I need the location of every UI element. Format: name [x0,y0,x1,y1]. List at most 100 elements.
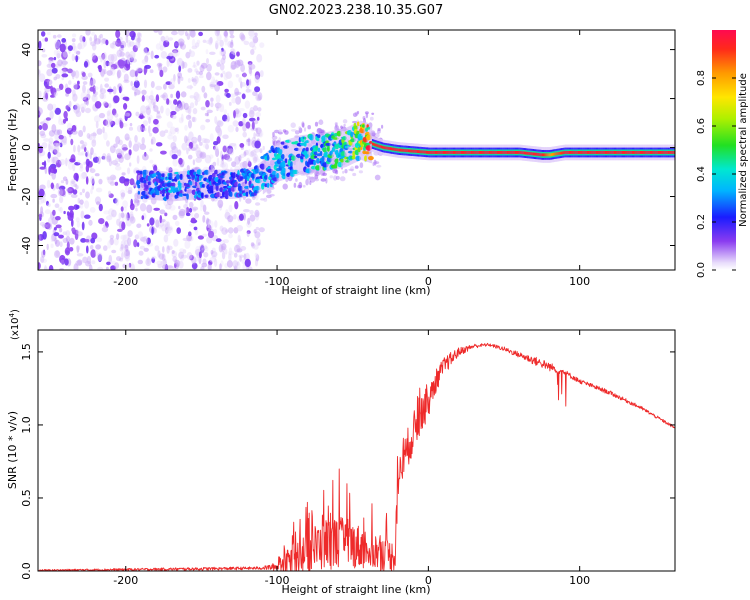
spectrogram-cell [144,95,150,101]
spectrogram-cell [242,112,248,119]
spectrogram-cell [47,151,51,159]
spectrogram-cell [38,200,43,205]
spectrogram-cell [44,166,48,175]
spectrogram-cell [209,133,214,142]
spectrogram-cell [113,198,118,204]
spectrogram-cell [246,230,251,235]
spectrogram-cell [150,98,157,106]
spectrogram-cell [53,49,59,56]
spectrogram-cell [130,263,136,270]
spectrogram-cell [164,221,169,228]
spectrogram-cell [183,102,189,111]
spectrogram-ridge-cell [334,162,338,169]
spectrogram-cell [89,152,92,160]
spectrogram-cell [227,40,234,48]
spectrogram-cell [80,172,86,180]
spectrogram-cell [184,240,191,249]
spectrogram-ridge-cell [629,151,631,154]
spectrogram-cell [243,212,246,221]
spectrogram-cell [229,143,237,147]
spectrogram-cell [62,231,67,235]
spectrogram-cell [133,80,140,88]
spectrogram-cell [80,146,85,150]
spectrogram-ridge-cell [499,151,501,154]
spectrogram-ridge-cell [196,177,200,182]
spectrogram-cell [156,62,162,68]
spectrogram-cell [185,51,191,59]
spectrogram-cell [171,154,178,160]
spectrogram-ridge-cell [366,122,368,162]
spectrogram-cell [116,256,122,262]
spectrogram-cell [210,101,214,108]
spectrogram-ridge-cell [657,151,660,154]
spectrogram-cell [98,112,106,119]
spectrogram-cell [238,78,242,83]
spectrogram-cell [197,235,204,240]
svg-text:(x104): (x104) [8,309,21,340]
spectrogram-cell [107,190,112,196]
spectrogram-cell [91,232,98,240]
spectrogram-cell [79,34,84,43]
spectrogram-cell [143,67,147,76]
spectrogram-ridge-cell [522,151,524,155]
spectrogram-cell [79,163,83,169]
spectrogram-cell [195,144,199,149]
spectrogram-cell [115,148,123,156]
spectrogram-cell [162,92,168,101]
spectrogram-cell [228,148,235,156]
spectrogram-cell [70,138,74,146]
spectrogram-cell [236,248,243,253]
spectrogram-cell [214,102,222,109]
spectrogram-cell [249,214,256,222]
spectrogram-cell [96,252,103,262]
spectrogram-cell [97,266,104,270]
spectrogram-cell [222,70,226,75]
spectrogram-cell [76,245,80,254]
spectrogram-ridge-cell [504,151,506,154]
spectrogram-ridge-cell [475,151,477,154]
spectrogram-cell [229,51,236,60]
spectrogram-cell [217,59,222,64]
spectrogram-cell [181,60,185,70]
spectrogram-ridge-cell [239,193,243,197]
spectrogram-cell [89,80,94,87]
spectrogram-ridge-cell [308,134,310,174]
spectrogram-cell [188,30,195,37]
spectrogram-cell [65,235,71,243]
spectrogram-cell [302,122,305,128]
spectrogram-cell [125,51,131,59]
spectrogram-cell [200,243,205,251]
spectrogram-cell [190,212,194,218]
spectrogram-cell [91,139,97,148]
spectrogram-cell [204,112,209,117]
spectrogram-cell [43,160,47,168]
spectrogram-cell [178,30,185,36]
spectrogram-cell [200,106,206,111]
spectrogram-cell [60,180,65,184]
spectrogram-ridge-cell [244,178,248,185]
spectrogram-ridge-cell [374,143,376,147]
spectrogram-ridge-cell [467,151,469,154]
spectrogram-cell [282,183,288,190]
spectrogram-ridge-cell [197,169,199,200]
spectrogram-cell [233,265,238,270]
spectrogram-cell [164,212,168,217]
spectrogram-cell [116,69,122,79]
spectrogram-cell [89,207,96,213]
spectrogram-ridge-cell [625,151,627,154]
spectrogram-cell [151,255,157,260]
spectrogram-cell [216,30,220,35]
spectrogram-ridge-cell [398,148,400,152]
spectrogram-cell [158,30,163,36]
spectrogram-cell [104,83,109,88]
spectrogram-ridge-cell [500,151,502,154]
spectrogram-cell [143,79,148,89]
spectrogram-cell [221,251,226,260]
spectrogram-cell [262,145,265,151]
spectrogram-cell [54,40,61,49]
spectrogram-cell [124,212,129,221]
spectrogram-cell [161,264,169,270]
spectrogram-cell [169,126,177,135]
spectrogram-ridge-cell [451,151,453,154]
spectrogram-cell [40,195,45,204]
